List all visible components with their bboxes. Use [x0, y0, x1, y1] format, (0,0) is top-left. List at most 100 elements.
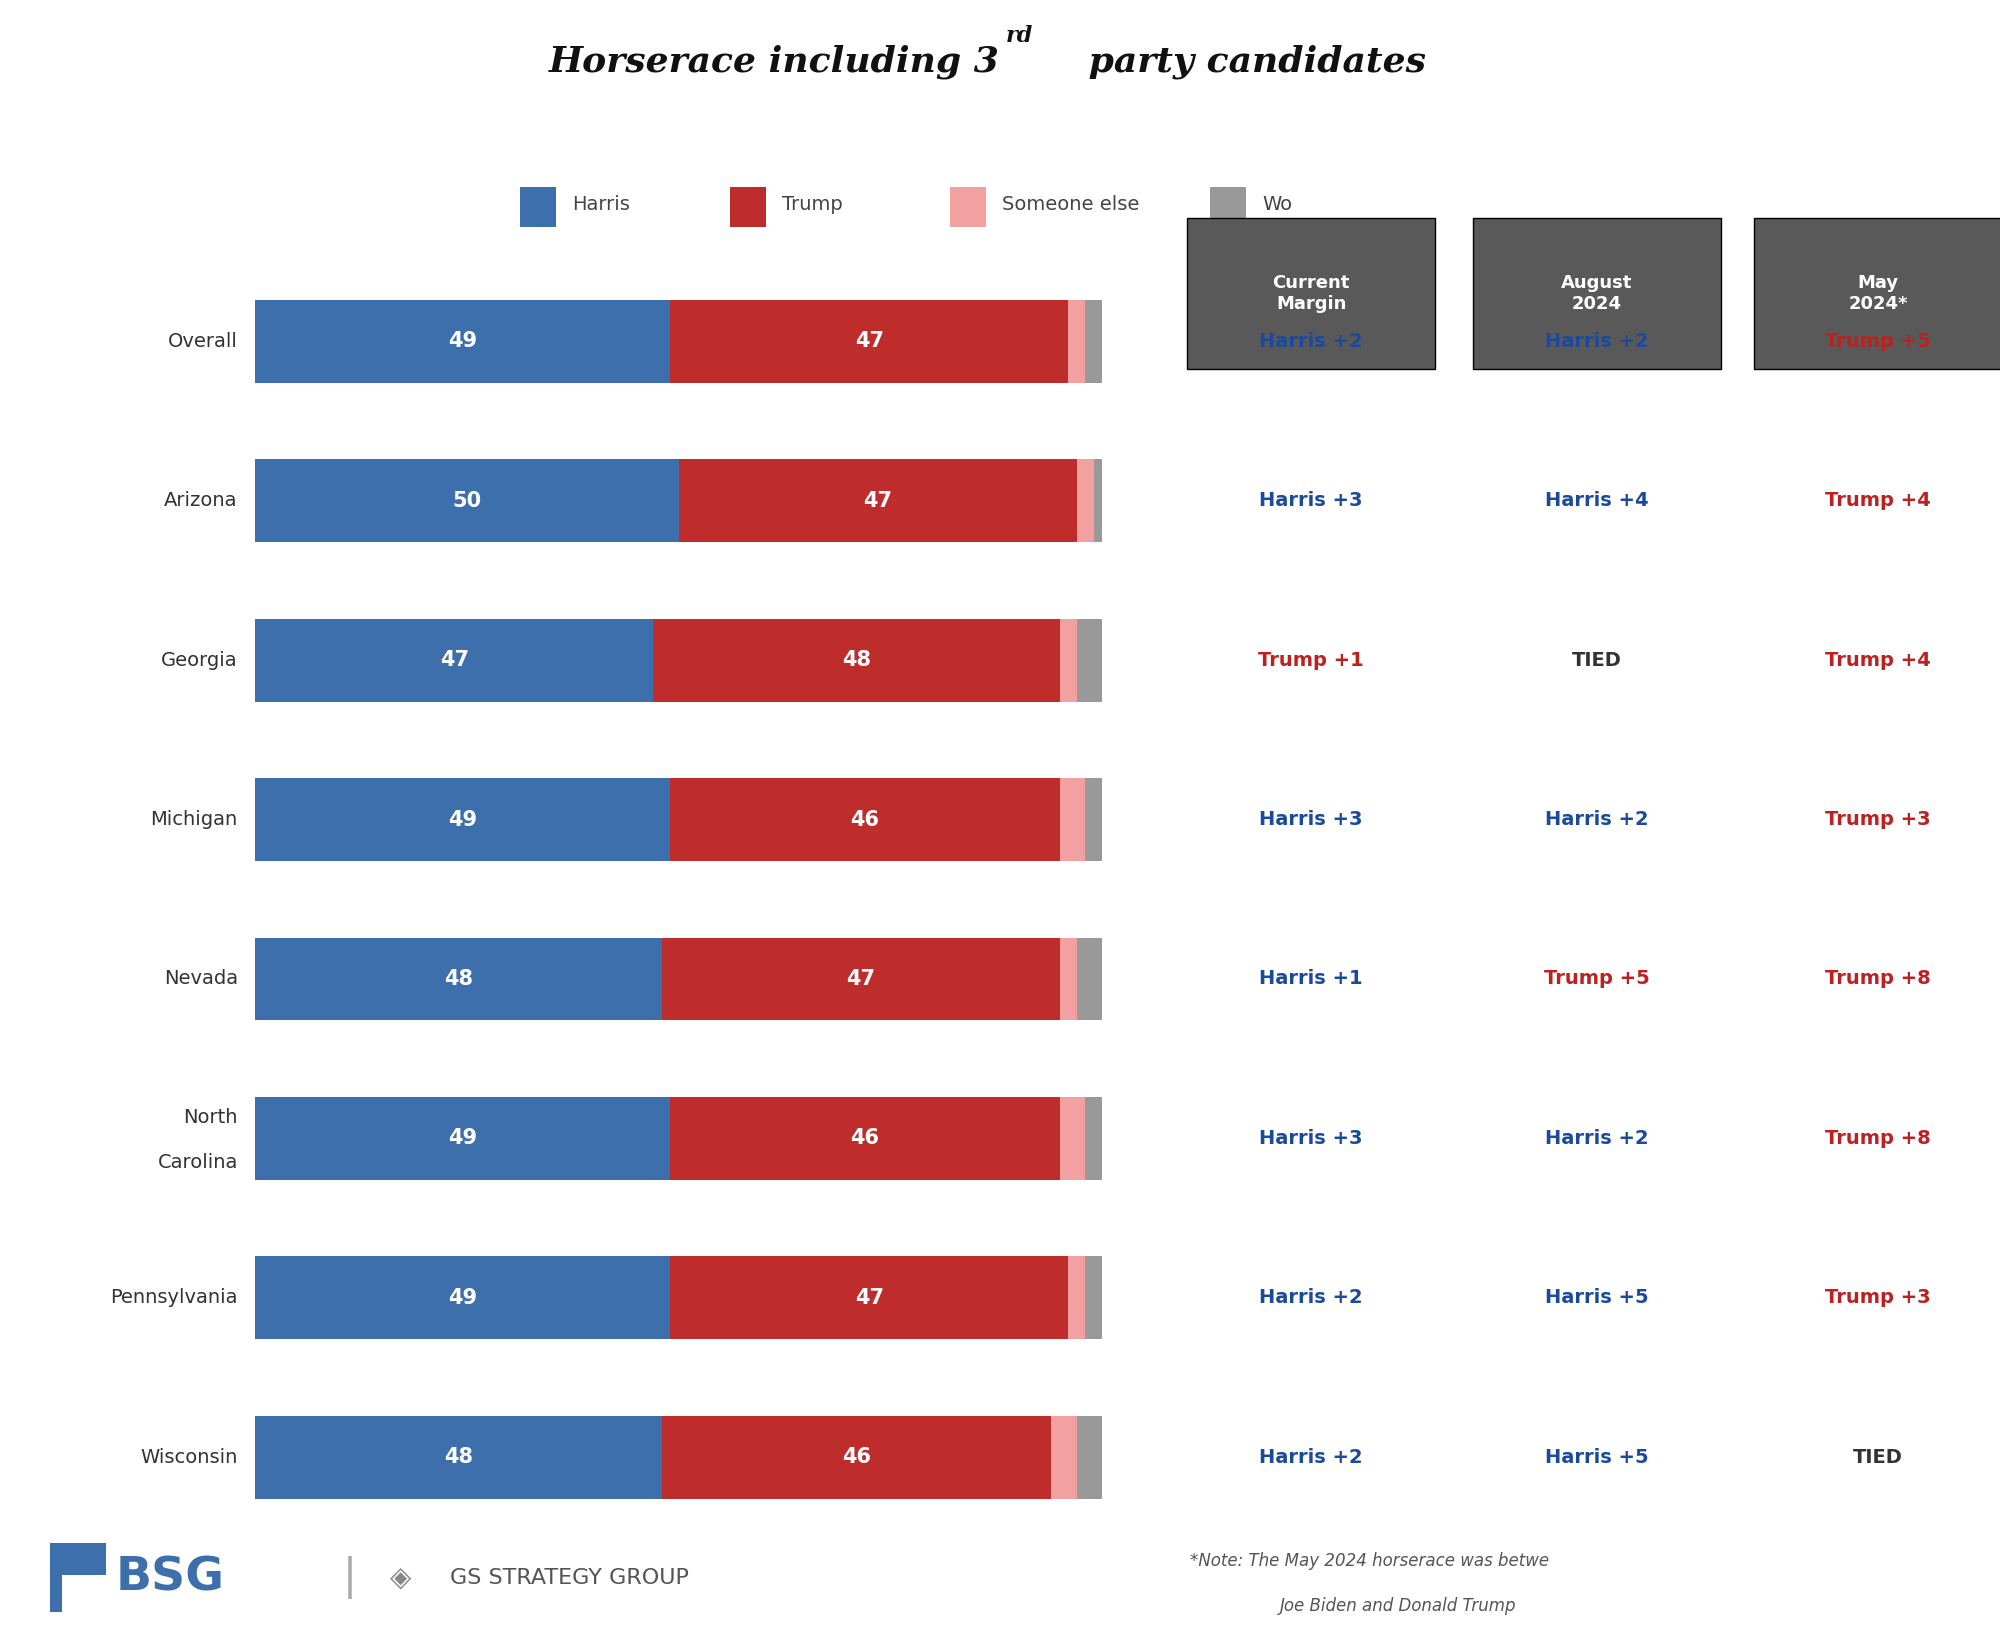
Bar — [1060, 937, 1076, 1020]
Text: 46: 46 — [850, 809, 880, 829]
Text: 47: 47 — [854, 332, 884, 352]
FancyBboxPatch shape — [1754, 217, 2000, 370]
Bar — [1060, 778, 1086, 862]
Bar — [256, 1256, 670, 1339]
Text: North: North — [184, 1109, 238, 1127]
Text: 48: 48 — [842, 651, 870, 670]
Text: Harris +2: Harris +2 — [1260, 332, 1364, 352]
Bar — [1086, 778, 1102, 862]
Bar — [256, 459, 678, 543]
Text: 47: 47 — [854, 1288, 884, 1308]
Bar — [256, 1416, 662, 1499]
Bar — [670, 299, 1068, 383]
Text: 47: 47 — [846, 970, 876, 989]
Text: 50: 50 — [452, 490, 482, 510]
Bar — [256, 299, 670, 383]
Text: 48: 48 — [444, 970, 472, 989]
Text: GS STRATEGY GROUP: GS STRATEGY GROUP — [450, 1568, 688, 1588]
Bar — [256, 1097, 670, 1180]
Text: May
2024*: May 2024* — [1848, 275, 1908, 312]
Text: 48: 48 — [444, 1447, 472, 1467]
Text: Georgia: Georgia — [162, 651, 238, 670]
Text: Trump +4: Trump +4 — [1826, 490, 1932, 510]
Text: 49: 49 — [448, 1128, 478, 1148]
Text: Nevada: Nevada — [164, 970, 238, 989]
Bar — [730, 188, 766, 227]
Text: Harris +3: Harris +3 — [1260, 1128, 1362, 1148]
Bar — [1076, 618, 1102, 701]
FancyBboxPatch shape — [1188, 217, 1436, 370]
Bar — [662, 937, 1060, 1020]
Bar — [1076, 1416, 1102, 1499]
Bar — [520, 188, 556, 227]
Text: Trump: Trump — [782, 195, 842, 214]
Bar — [256, 778, 670, 862]
Bar — [654, 618, 1060, 701]
Text: Current
Margin: Current Margin — [1272, 275, 1350, 312]
Text: Harris +5: Harris +5 — [1544, 1288, 1648, 1308]
Text: TIED: TIED — [1572, 651, 1622, 670]
Text: Horserace including 3: Horserace including 3 — [550, 44, 1000, 80]
Text: Wisconsin: Wisconsin — [140, 1447, 238, 1467]
Text: Pennsylvania: Pennsylvania — [110, 1288, 238, 1308]
Bar — [1052, 1416, 1076, 1499]
Text: August
2024: August 2024 — [1562, 275, 1632, 312]
Text: Harris +4: Harris +4 — [1544, 490, 1648, 510]
Text: Overall: Overall — [168, 332, 238, 352]
Text: Joe Biden and Donald Trump: Joe Biden and Donald Trump — [1280, 1597, 1516, 1615]
FancyBboxPatch shape — [1472, 217, 1720, 370]
Bar — [670, 778, 1060, 862]
Text: party candidates: party candidates — [1076, 44, 1426, 80]
Text: Trump +3: Trump +3 — [1826, 809, 1932, 829]
Text: Someone else: Someone else — [1002, 195, 1140, 214]
Text: Harris +2: Harris +2 — [1544, 332, 1648, 352]
Text: Trump +1: Trump +1 — [1258, 651, 1364, 670]
Text: 49: 49 — [448, 332, 478, 352]
Bar — [950, 188, 986, 227]
Text: 46: 46 — [842, 1447, 870, 1467]
Bar — [1094, 459, 1102, 543]
Text: Harris +2: Harris +2 — [1260, 1447, 1364, 1467]
Bar — [256, 618, 654, 701]
Text: 49: 49 — [448, 809, 478, 829]
Bar — [1060, 618, 1076, 701]
Text: Harris +3: Harris +3 — [1260, 809, 1362, 829]
Bar — [1086, 1256, 1102, 1339]
Bar — [1068, 1256, 1086, 1339]
Text: Trump +8: Trump +8 — [1826, 1128, 1932, 1148]
Text: Harris +2: Harris +2 — [1544, 1128, 1648, 1148]
Bar — [1210, 188, 1246, 227]
Bar — [256, 937, 662, 1020]
Bar — [670, 1256, 1068, 1339]
Text: Harris +3: Harris +3 — [1260, 490, 1362, 510]
Text: Harris +1: Harris +1 — [1260, 970, 1364, 989]
Text: 47: 47 — [864, 490, 892, 510]
Bar — [678, 459, 1076, 543]
Bar — [1076, 937, 1102, 1020]
Bar — [1086, 299, 1102, 383]
Text: 47: 47 — [440, 651, 468, 670]
Text: 49: 49 — [448, 1288, 478, 1308]
Text: Harris: Harris — [572, 195, 630, 214]
Text: Carolina: Carolina — [158, 1153, 238, 1172]
Text: Harris +2: Harris +2 — [1544, 809, 1648, 829]
Text: *Note: The May 2024 horserace was betwe: *Note: The May 2024 horserace was betwe — [1190, 1552, 1550, 1570]
Text: Harris +2: Harris +2 — [1260, 1288, 1364, 1308]
Text: Wo: Wo — [1262, 195, 1292, 214]
Bar — [1060, 1097, 1086, 1180]
Bar — [50, 1543, 62, 1612]
Text: Trump +3: Trump +3 — [1826, 1288, 1932, 1308]
Text: Trump +5: Trump +5 — [1544, 970, 1650, 989]
Text: ◈: ◈ — [390, 1563, 412, 1592]
Text: Trump +8: Trump +8 — [1826, 970, 1932, 989]
Text: Harris +5: Harris +5 — [1544, 1447, 1648, 1467]
Text: Michigan: Michigan — [150, 809, 238, 829]
Text: 46: 46 — [850, 1128, 880, 1148]
Bar — [1068, 299, 1086, 383]
Text: |: | — [344, 1557, 356, 1599]
Bar — [670, 1097, 1060, 1180]
Text: Arizona: Arizona — [164, 490, 238, 510]
Text: rd: rd — [1006, 25, 1034, 47]
Bar — [1076, 459, 1094, 543]
Bar — [662, 1416, 1052, 1499]
